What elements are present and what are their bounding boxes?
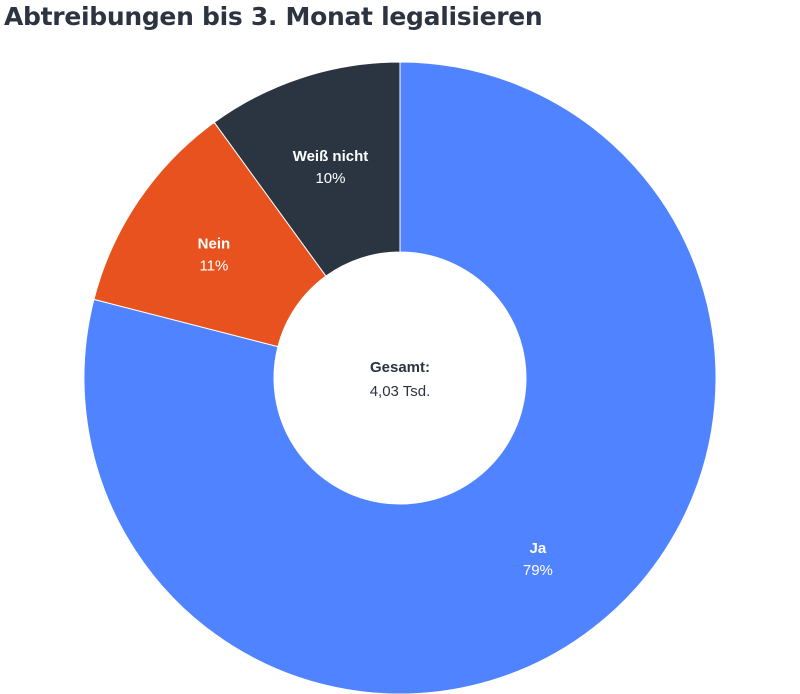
chart-title: Abtreibungen bis 3. Monat legalisieren: [4, 2, 543, 31]
slice-label-ja: Ja: [530, 540, 547, 557]
donut-slices: [83, 61, 717, 694]
total-label: Gesamt:: [370, 359, 430, 376]
slice-ja[interactable]: [83, 61, 717, 694]
slice-percent-weiss-nicht: 10%: [315, 170, 345, 187]
slice-nein[interactable]: [93, 121, 327, 348]
slice-percent-ja: 79%: [523, 562, 553, 579]
slice-label-weiss-nicht: Weiß nicht: [293, 148, 369, 165]
slice-label-nein: Nein: [198, 236, 231, 253]
slice-weiss-nicht[interactable]: [213, 61, 401, 277]
slice-labels: Ja 79% Nein 11% Weiß nicht 10%: [198, 148, 553, 579]
total-value: 4,03 Tsd.: [370, 383, 431, 400]
slice-percent-nein: 11%: [199, 258, 228, 275]
